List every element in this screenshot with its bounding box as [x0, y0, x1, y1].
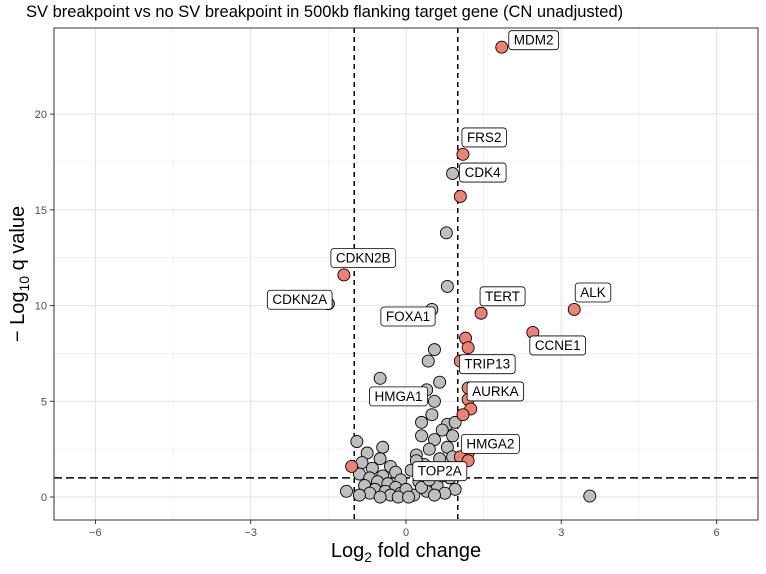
y-tick-label: 0 [41, 492, 47, 504]
point-labels: MDM2 FRS2 CDKN2B CDKN2A ALK TERT CCNE1 TRIP13 AU… [266, 30, 612, 482]
point-significant [474, 306, 488, 320]
label-text: MDM2 [514, 33, 554, 48]
label-box [266, 289, 333, 310]
point-significant [567, 302, 581, 316]
x-tick-label: −6 [89, 527, 102, 539]
x-axis-title: Log2 fold change [331, 540, 481, 565]
point-not-significant [428, 394, 441, 408]
x-tick-label: −3 [244, 527, 257, 539]
point-not-significant [428, 488, 441, 502]
point-label-trip13: TRIP13 [458, 354, 516, 375]
point-not-significant [446, 429, 460, 443]
point-label-ccne1: CCNE1 [529, 335, 586, 356]
point-not-significant [350, 435, 364, 448]
y-axis-title: − Log10 q value [7, 206, 32, 342]
data-points [321, 40, 597, 504]
point-not-significant [435, 423, 449, 437]
point-not-significant [415, 415, 428, 429]
point-significant [456, 147, 470, 161]
y-tick-label: 15 [35, 205, 47, 217]
label-box [574, 282, 612, 303]
label-text: HMGA2 [466, 436, 514, 451]
point-label-cdkn2b: CDKN2B [330, 248, 397, 268]
label-box [460, 433, 520, 454]
point-not-significant [376, 440, 390, 454]
label-text: CDK4 [465, 165, 502, 180]
label-box [380, 306, 436, 327]
point-label-tert: TERT [479, 286, 526, 307]
point-not-significant [352, 488, 366, 502]
y-tick-label: 10 [35, 301, 47, 313]
label-box [508, 30, 559, 51]
point-not-significant [446, 167, 460, 180]
point-not-significant [440, 279, 454, 293]
x-tick-label: 0 [403, 527, 409, 539]
label-text: HMGA1 [374, 389, 422, 404]
label-box [529, 335, 586, 356]
point-not-significant [439, 226, 453, 240]
point-label-mdm2: MDM2 [508, 30, 559, 51]
point-not-significant [415, 429, 428, 443]
label-text: CCNE1 [535, 338, 581, 353]
label-box [461, 127, 507, 148]
y-tick-label: 5 [41, 396, 47, 408]
point-not-significant [402, 490, 416, 504]
label-box [412, 461, 468, 482]
point-not-significant [422, 442, 436, 456]
point-not-significant [433, 375, 447, 389]
label-box [369, 386, 428, 407]
point-significant [345, 459, 359, 473]
point-significant [495, 40, 509, 54]
label-text: TOP2A [418, 464, 462, 479]
point-label-top2a: TOP2A [412, 461, 468, 482]
point-label-aurka: AURKA [466, 381, 525, 402]
grid-major [54, 28, 758, 520]
label-text: AURKA [472, 384, 519, 399]
point-label-hmga1: HMGA1 [369, 386, 428, 407]
label-text: FRS2 [467, 130, 502, 145]
label-box [479, 286, 526, 307]
x-axis: −6 −3 0 3 6 [89, 520, 720, 539]
label-box [330, 248, 397, 268]
label-text: CDKN2B [336, 251, 391, 266]
label-box [458, 354, 516, 375]
point-label-cdkn2a: CDKN2A [266, 289, 333, 310]
point-significant [456, 408, 470, 422]
y-tick-label: 20 [35, 109, 47, 121]
point-not-significant [373, 490, 387, 504]
point-significant [453, 190, 467, 203]
point-not-significant [421, 354, 435, 368]
point-label-foxa1: FOXA1 [380, 306, 436, 327]
y-axis: 0 5 10 15 20 [35, 109, 54, 504]
point-not-significant [340, 484, 353, 498]
point-not-significant [415, 481, 428, 494]
label-text: TRIP13 [464, 357, 510, 372]
point-label-alk: ALK [574, 282, 612, 303]
point-not-significant [428, 343, 441, 357]
point-significant [337, 268, 351, 282]
label-text: TERT [485, 289, 520, 304]
label-text: ALK [580, 285, 606, 300]
point-not-significant [583, 489, 597, 503]
point-not-significant [448, 415, 462, 429]
point-label-frs2: FRS2 [461, 127, 507, 148]
point-not-significant [373, 452, 387, 466]
x-tick-label: 3 [558, 527, 564, 539]
x-tick-label: 6 [714, 527, 720, 539]
label-text: CDKN2A [272, 292, 327, 307]
chart-title: SV breakpoint vs no SV breakpoint in 500… [26, 3, 624, 21]
point-label-cdk4: CDK4 [459, 162, 507, 183]
point-significant [461, 341, 475, 355]
label-text: FOXA1 [386, 309, 430, 324]
point-not-significant [425, 408, 439, 422]
label-box [466, 381, 525, 402]
point-not-significant [373, 371, 387, 385]
label-box [459, 162, 507, 183]
point-label-hmga2: HMGA2 [460, 433, 520, 454]
